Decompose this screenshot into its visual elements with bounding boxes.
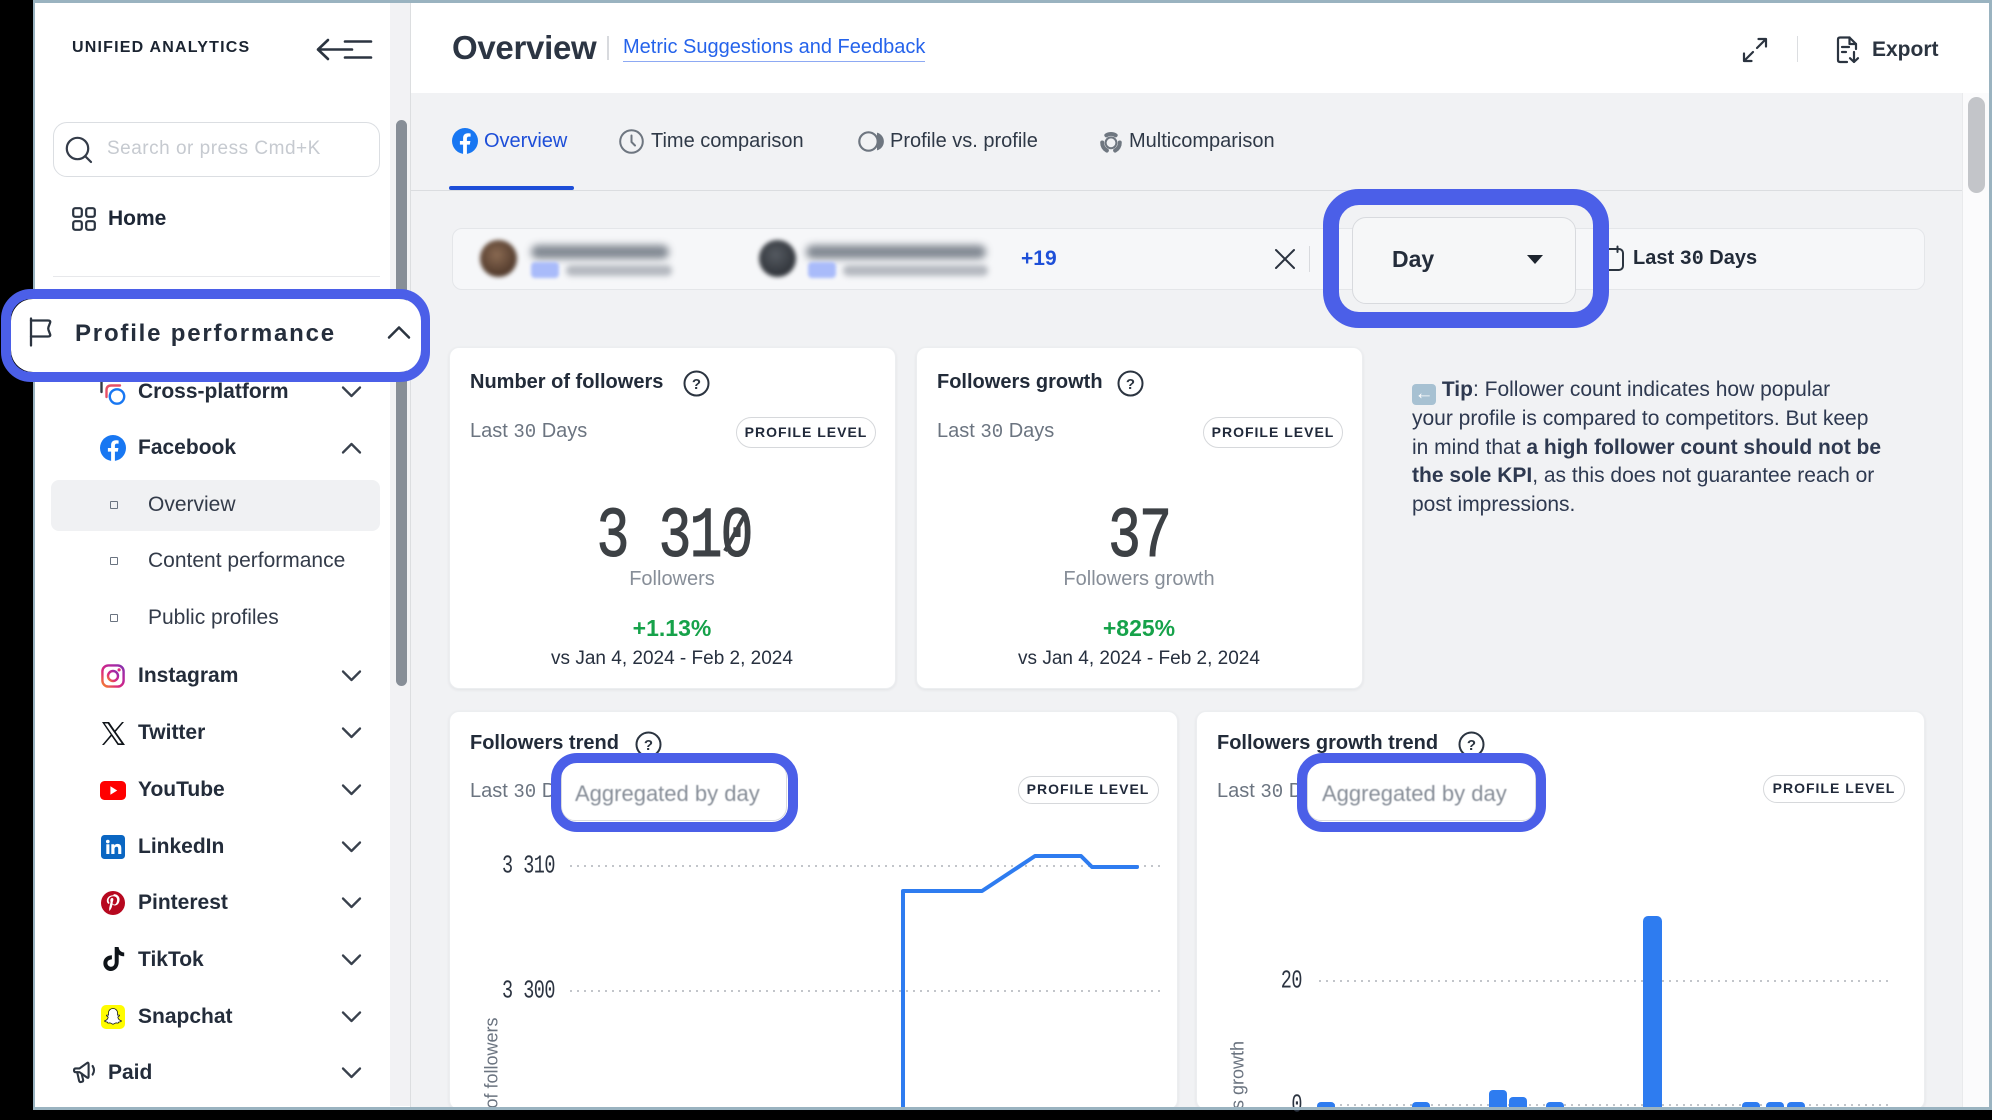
svg-text:?: ? xyxy=(1126,376,1135,393)
svg-text:?: ? xyxy=(692,376,701,393)
svg-text:?: ? xyxy=(644,737,653,754)
svg-text:?: ? xyxy=(1467,737,1476,754)
